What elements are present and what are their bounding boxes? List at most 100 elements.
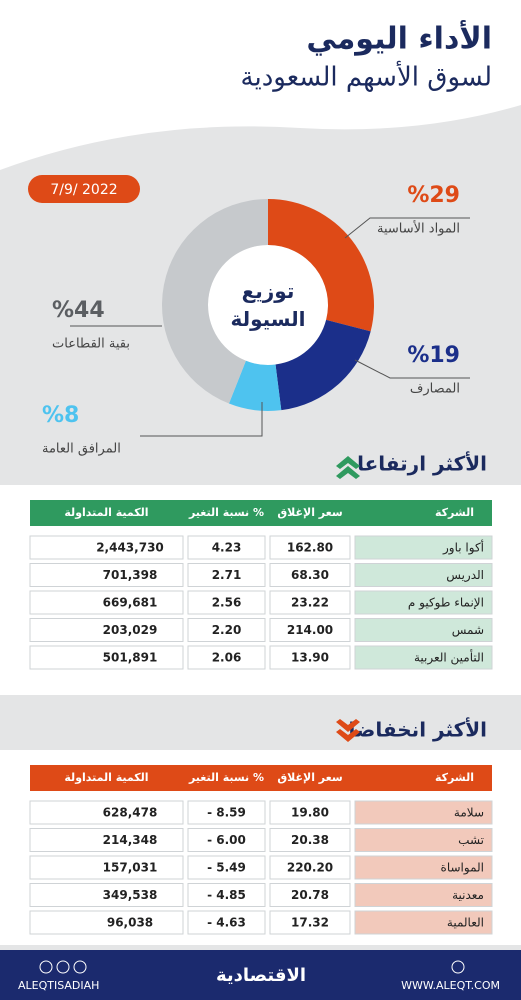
table-cell: [354, 910, 493, 935]
category-label: المصارف: [410, 382, 460, 397]
losers-title: الأكثر انخفاضا: [349, 717, 487, 742]
table-cell: [269, 883, 351, 907]
icon: [39, 960, 53, 974]
cell-text: 628,478: [103, 806, 158, 820]
leader-line: [354, 359, 470, 379]
column-header: سعر الإغلاق: [277, 506, 342, 519]
value-label: %44: [52, 298, 105, 323]
icon: [56, 960, 70, 974]
donut-segment: [275, 319, 371, 411]
table-cell: [29, 618, 184, 642]
table-cell: [29, 828, 184, 852]
table-cell: [29, 855, 184, 880]
table-cell: [187, 883, 266, 907]
cell-text: 17.32: [291, 916, 329, 930]
cell-text: 68.30: [291, 568, 329, 582]
cell-text: الإنماء طوكيو م: [408, 596, 484, 611]
down-arrows: [336, 719, 360, 742]
table-cell: [29, 563, 184, 587]
cell-text: - 5.49: [207, 861, 246, 875]
cell-text: - 4.63: [207, 916, 246, 930]
cell-text: 2,443,730: [96, 541, 164, 555]
column-header: الكمية المتداولة: [64, 506, 148, 519]
cell-text: 2.06: [212, 651, 242, 665]
cell-text: التأمين العربية: [414, 649, 484, 666]
cell-text: 4.23: [212, 541, 242, 555]
cell-text: - 6.00: [207, 833, 246, 847]
donut: [161, 199, 374, 411]
table-cell: [354, 590, 493, 615]
table-cell: [187, 618, 266, 642]
table-cell: [269, 618, 351, 642]
column-header: سعر الإغلاق: [277, 771, 342, 784]
cell-text: معدنية: [452, 888, 484, 902]
cell-text: 20.78: [291, 888, 329, 902]
website: WWW.ALEQT.COM: [401, 979, 500, 992]
table-cell: [187, 590, 266, 615]
table-cell: [354, 883, 493, 907]
cell-text: - 4.85: [207, 888, 246, 902]
table-cell: [354, 828, 493, 852]
footer-bar: [0, 950, 521, 1000]
table-cell: [29, 800, 184, 825]
date: 7/9/ 2022: [50, 182, 117, 198]
cell-text: 2.71: [212, 568, 242, 582]
table-cell: [269, 855, 351, 880]
value-label: %19: [407, 343, 460, 368]
table-cell: [29, 883, 184, 907]
category-label: بقية القطاعات: [52, 337, 130, 352]
cell-text: سلامة: [454, 806, 484, 820]
table-cell: [187, 828, 266, 852]
category-label: المواد الأساسية: [377, 220, 460, 237]
table-cell: [354, 855, 493, 880]
leader-line: [344, 217, 470, 239]
table-cell: [354, 563, 493, 587]
table-cell: [187, 563, 266, 587]
table-cell: [29, 645, 184, 670]
table-cell: [354, 645, 493, 670]
cell-text: شمس: [452, 623, 484, 638]
table-cell: [29, 590, 184, 615]
donut-center: [208, 245, 328, 365]
header-curve: [0, 0, 521, 170]
up-arrows: [336, 456, 360, 479]
cell-text: 23.22: [291, 596, 329, 610]
leader-line: [140, 402, 263, 437]
cell-text: 2.56: [212, 596, 242, 610]
tables: الشركة سعر الإغلاق نسبة التغير % الكمية الم…: [29, 500, 493, 935]
column-header: نسبة التغير %: [188, 506, 264, 519]
cell-text: 96,038: [107, 916, 153, 930]
cell-text: 220.20: [287, 861, 333, 875]
table-cell: [29, 535, 184, 560]
center-title-text: توزيع السيولة: [230, 279, 305, 331]
table-cell: [187, 855, 266, 880]
table-header: [30, 500, 492, 526]
cell-text: تشب: [458, 833, 484, 847]
table-cell: [354, 618, 493, 642]
table-cell: [269, 910, 351, 935]
cell-text: 214,348: [103, 833, 158, 847]
cell-text: العالمية: [447, 916, 484, 930]
cell-text: 669,681: [103, 596, 158, 610]
cell-text: 13.90: [291, 651, 329, 665]
table-cell: [269, 563, 351, 587]
gainers-title: الأكثر ارتفاعا: [357, 451, 487, 476]
cell-text: 19.80: [291, 806, 329, 820]
column-header: الكمية المتداولة: [64, 771, 148, 784]
value-label: %8: [42, 403, 79, 428]
column-header: الشركة: [435, 506, 474, 519]
table-cell: [269, 828, 351, 852]
title: الأداء اليومي: [306, 20, 492, 57]
donut-segment: [161, 199, 268, 404]
cell-text: 349,538: [103, 888, 158, 902]
handle: ALEQTISADIAH: [18, 979, 99, 992]
table-cell: [187, 535, 266, 560]
table-cell: [269, 590, 351, 615]
table-cell: [187, 645, 266, 670]
cell-text: 203,029: [103, 623, 158, 637]
cell-text: أكوا باور: [442, 540, 484, 556]
cell-text: 501,891: [103, 651, 158, 665]
table-cell: [29, 910, 184, 935]
